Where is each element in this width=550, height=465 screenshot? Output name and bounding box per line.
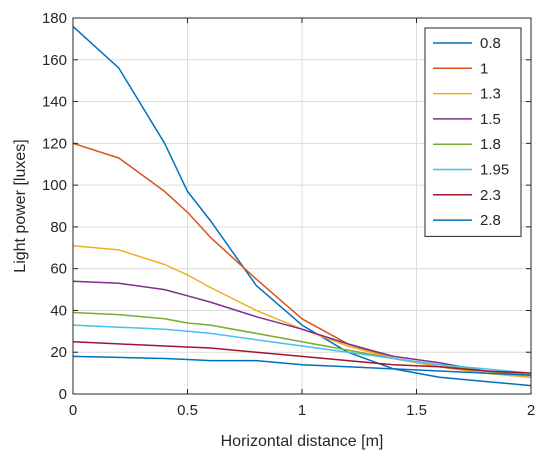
x-tick-label: 1 <box>298 402 306 419</box>
series-line-1.5 <box>72 280 532 376</box>
y-tick-label: 180 <box>42 10 67 27</box>
legend-label-1.95: 1.95 <box>480 162 509 179</box>
series-line-1.95 <box>72 324 532 374</box>
legend-label-1: 1 <box>480 60 488 77</box>
y-tick-label: 0 <box>59 386 67 403</box>
y-tick-label: 20 <box>50 344 67 361</box>
y-tick-label: 120 <box>42 135 67 152</box>
legend-label-1.5: 1.5 <box>480 111 501 128</box>
x-tick-label: 0.5 <box>177 402 198 419</box>
series-line-2.3 <box>72 341 532 374</box>
legend-label-1.8: 1.8 <box>480 136 501 153</box>
x-tick-label: 1.5 <box>406 402 427 419</box>
y-tick-label: 140 <box>42 94 67 111</box>
legend-label-2.3: 2.3 <box>480 187 501 204</box>
legend-box <box>424 27 522 237</box>
y-tick-label: 60 <box>50 261 67 278</box>
legend: 0.8 1 1.3 1.5 1.8 1.95 2.3 2.8 <box>424 27 522 237</box>
x-tick-label: 2 <box>527 402 535 419</box>
series-line-0.8 <box>72 25 532 387</box>
y-tick-label: 80 <box>50 219 67 236</box>
series-line-2.8 <box>72 355 532 376</box>
x-tick-label: 0 <box>69 402 77 419</box>
series-lines <box>72 25 532 387</box>
y-tick-label: 160 <box>42 52 67 69</box>
legend-label-2.8: 2.8 <box>480 212 501 229</box>
legend-label-0.8: 0.8 <box>480 35 501 52</box>
y-tick-label: 40 <box>50 302 67 319</box>
y-tick-label: 100 <box>42 177 67 194</box>
x-axis-title: Horizontal distance [m] <box>221 433 384 450</box>
legend-label-1.3: 1.3 <box>480 86 501 103</box>
y-axis-title: Light power [luxes] <box>12 139 29 272</box>
